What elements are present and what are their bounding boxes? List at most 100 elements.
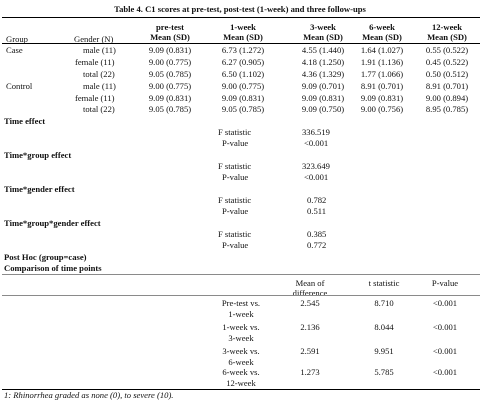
comparison-line2: 12-week	[226, 378, 256, 388]
effect-name: Time*group*gender effect	[4, 218, 101, 228]
mean-diff: 2.136	[300, 322, 320, 332]
p-value: <0.001	[432, 298, 458, 308]
cell: 9.09 (0.701)	[301, 81, 345, 91]
p-label: P-value	[222, 206, 249, 216]
col-6week-top: 6-week	[369, 22, 395, 32]
table-title: Table 4. C1 scores at pre-test, post-tes…	[114, 4, 366, 14]
cell: 8.95 (0.785)	[425, 104, 469, 114]
col-12week-top: 12-week	[431, 22, 463, 32]
f-label: F statistic	[218, 195, 252, 205]
f-label: F statistic	[218, 229, 252, 239]
cell: 6.27 (0.905)	[221, 57, 265, 67]
cell: 8.91 (0.701)	[360, 81, 404, 91]
bottom-rule	[2, 389, 480, 390]
comparison-line2: 6-week	[228, 357, 254, 367]
cell: 9.00 (0.756)	[360, 104, 404, 114]
cell: 4.55 (1.440)	[301, 45, 345, 55]
cell: 8.91 (0.701)	[425, 81, 469, 91]
col-1week-sub: Mean (SD)	[223, 32, 263, 42]
t-stat: 9.951	[374, 346, 394, 356]
col-1week-top: 1-week	[230, 22, 256, 32]
cell: 9.09 (0.831)	[360, 93, 404, 103]
f-value: 323.649	[302, 161, 330, 171]
cell: 9.00 (0.775)	[148, 81, 192, 91]
f-value: 336.519	[302, 127, 330, 137]
p-label: P-value	[222, 172, 249, 182]
t-stat: 8.044	[374, 322, 394, 332]
cell: 9.00 (0.894)	[425, 93, 469, 103]
p-value-header: P-value	[431, 278, 459, 288]
cell: 9.09 (0.750)	[301, 104, 345, 114]
cell: 9.00 (0.775)	[148, 57, 192, 67]
cell: 9.09 (0.831)	[148, 45, 192, 55]
col-pretest-sub: Mean (SD)	[150, 32, 190, 42]
p-label: P-value	[222, 240, 249, 250]
effect-name: Time effect	[4, 116, 46, 126]
p-value: <0.001	[432, 346, 458, 356]
effect-name: Time*group effect	[4, 150, 72, 160]
row-gender: female (11)	[75, 93, 115, 103]
cell: 0.55 (0.522)	[425, 45, 469, 55]
effect-name: Time*gender effect	[4, 184, 75, 194]
cell: 4.36 (1.329)	[301, 69, 345, 79]
posthoc-title: Post Hoc (group=case)	[4, 252, 87, 262]
cell: 9.05 (0.785)	[148, 104, 192, 114]
comparison-line2: 3-week	[228, 333, 254, 343]
p-value: <0.001	[432, 322, 458, 332]
t-stat: 8.710	[374, 298, 394, 308]
row-group: Control	[6, 81, 33, 91]
posthoc-rule	[2, 274, 480, 275]
cell: 9.09 (0.831)	[221, 93, 265, 103]
cell: 1.91 (1.136)	[360, 57, 404, 67]
footnote: 1: Rhinorrhea graded as none (0), to sev…	[4, 390, 174, 400]
row-gender: female (11)	[75, 57, 115, 67]
cell: 6.50 (1.102)	[221, 69, 265, 79]
col-pretest-top: pre-test	[156, 22, 184, 32]
cell: 9.05 (0.785)	[148, 69, 192, 79]
t-stat-header: t statistic	[368, 278, 400, 288]
top-rule	[2, 17, 480, 18]
gender-header: Gender (N)	[74, 34, 114, 44]
cell: 4.18 (1.250)	[301, 57, 345, 67]
row-gender: male (11)	[83, 81, 116, 91]
f-value: 0.782	[307, 195, 327, 205]
cell: 6.73 (1.272)	[221, 45, 265, 55]
row-gender: male (11)	[83, 45, 116, 55]
mean-diff: 2.545	[300, 298, 320, 308]
p-value: <0.001	[304, 172, 329, 182]
cell: 9.00 (0.775)	[221, 81, 265, 91]
row-gender: total (22)	[83, 104, 115, 114]
comparison-line1: 6-week vs.	[222, 367, 260, 377]
group-header: Group	[6, 34, 28, 44]
col-6week-sub: Mean (SD)	[362, 32, 402, 42]
mean-diff: 2.591	[300, 346, 320, 356]
cell: 1.64 (1.027)	[360, 45, 404, 55]
f-label: F statistic	[218, 161, 252, 171]
header-rule	[2, 43, 480, 44]
cell: 9.09 (0.831)	[301, 93, 345, 103]
row-group: Case	[6, 45, 23, 55]
col-3week-top: 3-week	[310, 22, 336, 32]
comparison-line1: Pre-test vs.	[221, 298, 261, 308]
posthoc-header-rule	[2, 295, 480, 296]
cell: 0.50 (0.512)	[425, 69, 469, 79]
p-value: 0.511	[307, 206, 327, 216]
p-label: P-value	[222, 138, 249, 148]
row-gender: total (22)	[83, 69, 115, 79]
cell: 0.45 (0.522)	[425, 57, 469, 67]
col-12week-sub: Mean (SD)	[427, 32, 467, 42]
mean-diff-header: Mean of difference	[292, 278, 328, 298]
f-label: F statistic	[218, 127, 252, 137]
cell: 1.77 (1.066)	[360, 69, 404, 79]
comparison-line2: 1-week	[228, 309, 254, 319]
f-value: 0.385	[307, 229, 327, 239]
comparison-line1: 3-week vs.	[222, 346, 260, 356]
p-value: <0.001	[432, 367, 458, 377]
p-value: <0.001	[304, 138, 329, 148]
comparison-line1: 1-week vs.	[222, 322, 260, 332]
t-stat: 5.785	[374, 367, 394, 377]
col-3week-sub: Mean (SD)	[303, 32, 343, 42]
p-value: 0.772	[307, 240, 327, 250]
cell: 9.09 (0.831)	[148, 93, 192, 103]
mean-diff: 1.273	[300, 367, 320, 377]
